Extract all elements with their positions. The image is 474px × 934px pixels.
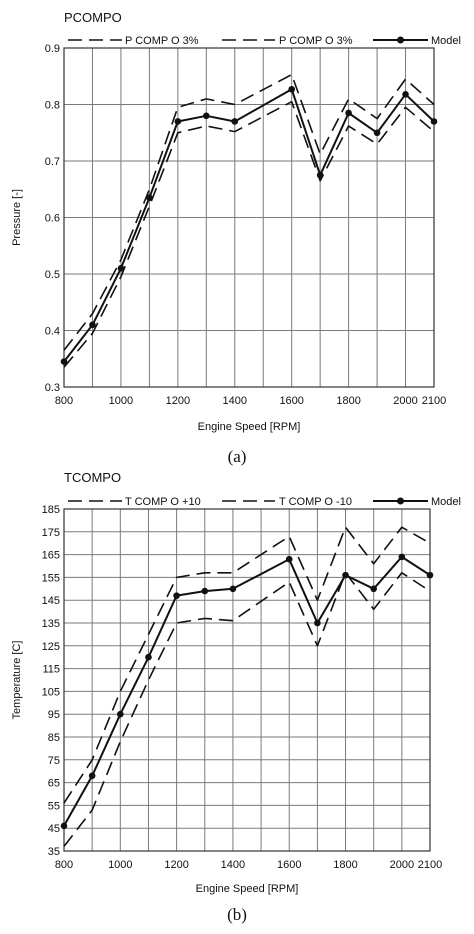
y-tick-label: 185 xyxy=(42,504,60,516)
series-line-bound-2 xyxy=(63,571,431,847)
series-point-model xyxy=(88,772,96,780)
series-point-model xyxy=(398,553,406,561)
legend-label: Model xyxy=(431,35,461,47)
y-tick-label: 55 xyxy=(48,800,60,812)
legend-label: P COMP O 3% xyxy=(125,35,199,47)
legend-label: T COMP O -10 xyxy=(279,496,352,508)
plot-frame xyxy=(63,47,435,388)
x-tick-label: 800 xyxy=(55,859,73,871)
series-point-model xyxy=(231,118,239,125)
legend-marker xyxy=(397,497,404,505)
series-point-model xyxy=(146,194,153,202)
series-point-model xyxy=(314,619,321,627)
series-point-model xyxy=(285,555,293,563)
chart-title: TCOMPO xyxy=(64,470,121,485)
series-line-bound-1 xyxy=(63,526,431,804)
y-tick-label: 65 xyxy=(48,778,60,790)
x-tick-label: 2100 xyxy=(418,859,442,871)
x-tick-label: 1200 xyxy=(164,859,188,871)
series-point-model xyxy=(373,129,381,137)
y-tick-label: 0.7 xyxy=(45,156,60,168)
x-tick-label: 1800 xyxy=(333,859,357,871)
y-axis-label: Pressure [-] xyxy=(11,189,23,246)
y-tick-label: 175 xyxy=(42,527,60,539)
series-point-model xyxy=(316,171,324,179)
y-tick-label: 35 xyxy=(48,846,60,858)
chart-title: PCOMPO xyxy=(64,10,122,25)
x-tick-label: 1400 xyxy=(221,859,245,871)
y-tick-label: 0.9 xyxy=(45,43,60,55)
legend-label: P COMP O 3% xyxy=(279,35,353,47)
x-tick-label: 2000 xyxy=(390,859,414,871)
series-line-bound-2 xyxy=(63,100,435,368)
x-tick-label: 1000 xyxy=(108,859,132,871)
series-point-model xyxy=(117,265,125,272)
x-tick-label: 2000 xyxy=(393,395,417,407)
x-axis-label: Engine Speed [RPM] xyxy=(196,883,299,895)
plot-frame xyxy=(63,508,431,852)
chart-2: TCOMPO 35 45 55 65 75 85 95 105 115 125 135 145 155 16… xyxy=(11,470,461,924)
y-tick-label: 0.8 xyxy=(45,100,60,112)
series-point-model xyxy=(60,358,68,365)
series-point-model xyxy=(345,109,352,117)
y-tick-label: 0.5 xyxy=(45,269,60,281)
series-point-model xyxy=(89,321,96,329)
legend-marker xyxy=(397,36,404,44)
chart-1: PCOMPO 0.3 0.4 0.5 0.6 0.7 0.8 0.9 800 1000 1200 14… xyxy=(11,10,461,466)
x-tick-label: 1600 xyxy=(279,395,303,407)
figure-caption: (b) xyxy=(227,905,247,924)
legend-label: T COMP O +10 xyxy=(125,496,201,508)
series-point-model xyxy=(117,710,124,718)
x-axis-label: Engine Speed [RPM] xyxy=(198,421,301,433)
y-tick-label: 75 xyxy=(48,755,60,767)
series-point-model xyxy=(426,571,434,579)
x-tick-label: 1800 xyxy=(336,395,360,407)
x-tick-label: 2100 xyxy=(422,395,446,407)
series-point-model xyxy=(173,592,180,599)
series-point-model xyxy=(60,822,68,830)
y-tick-label: 45 xyxy=(48,823,60,835)
y-tick-label: 0.3 xyxy=(45,382,60,394)
legend-label: Model xyxy=(431,496,461,508)
y-tick-label: 95 xyxy=(48,709,60,721)
series-point-model xyxy=(174,118,182,125)
series-point-model xyxy=(203,112,210,120)
y-tick-label: 165 xyxy=(42,550,60,562)
series-point-model xyxy=(370,585,377,593)
series-point-model xyxy=(201,587,209,595)
series-point-model xyxy=(402,91,409,98)
series-point-model xyxy=(430,118,438,125)
series-line-bound-1 xyxy=(63,73,435,351)
x-tick-label: 1200 xyxy=(166,395,190,407)
y-axis-label: Temperature [C] xyxy=(11,641,23,720)
y-tick-label: 125 xyxy=(42,641,60,653)
y-tick-label: 145 xyxy=(42,595,60,607)
y-tick-label: 0.6 xyxy=(45,213,60,225)
series-point-model xyxy=(145,653,152,661)
figure-caption: (a) xyxy=(228,447,247,466)
x-tick-label: 1400 xyxy=(223,395,247,407)
series-point-model xyxy=(288,85,295,93)
x-tick-label: 800 xyxy=(55,395,73,407)
y-tick-label: 115 xyxy=(42,664,60,676)
x-tick-label: 1600 xyxy=(277,859,301,871)
y-tick-label: 135 xyxy=(42,618,60,630)
y-tick-label: 155 xyxy=(42,572,60,584)
series-point-model xyxy=(229,585,237,593)
y-tick-label: 105 xyxy=(42,686,60,698)
y-tick-label: 85 xyxy=(48,732,60,744)
y-tick-label: 0.4 xyxy=(45,326,60,338)
series-point-model xyxy=(342,571,349,579)
x-tick-label: 1000 xyxy=(109,395,133,407)
